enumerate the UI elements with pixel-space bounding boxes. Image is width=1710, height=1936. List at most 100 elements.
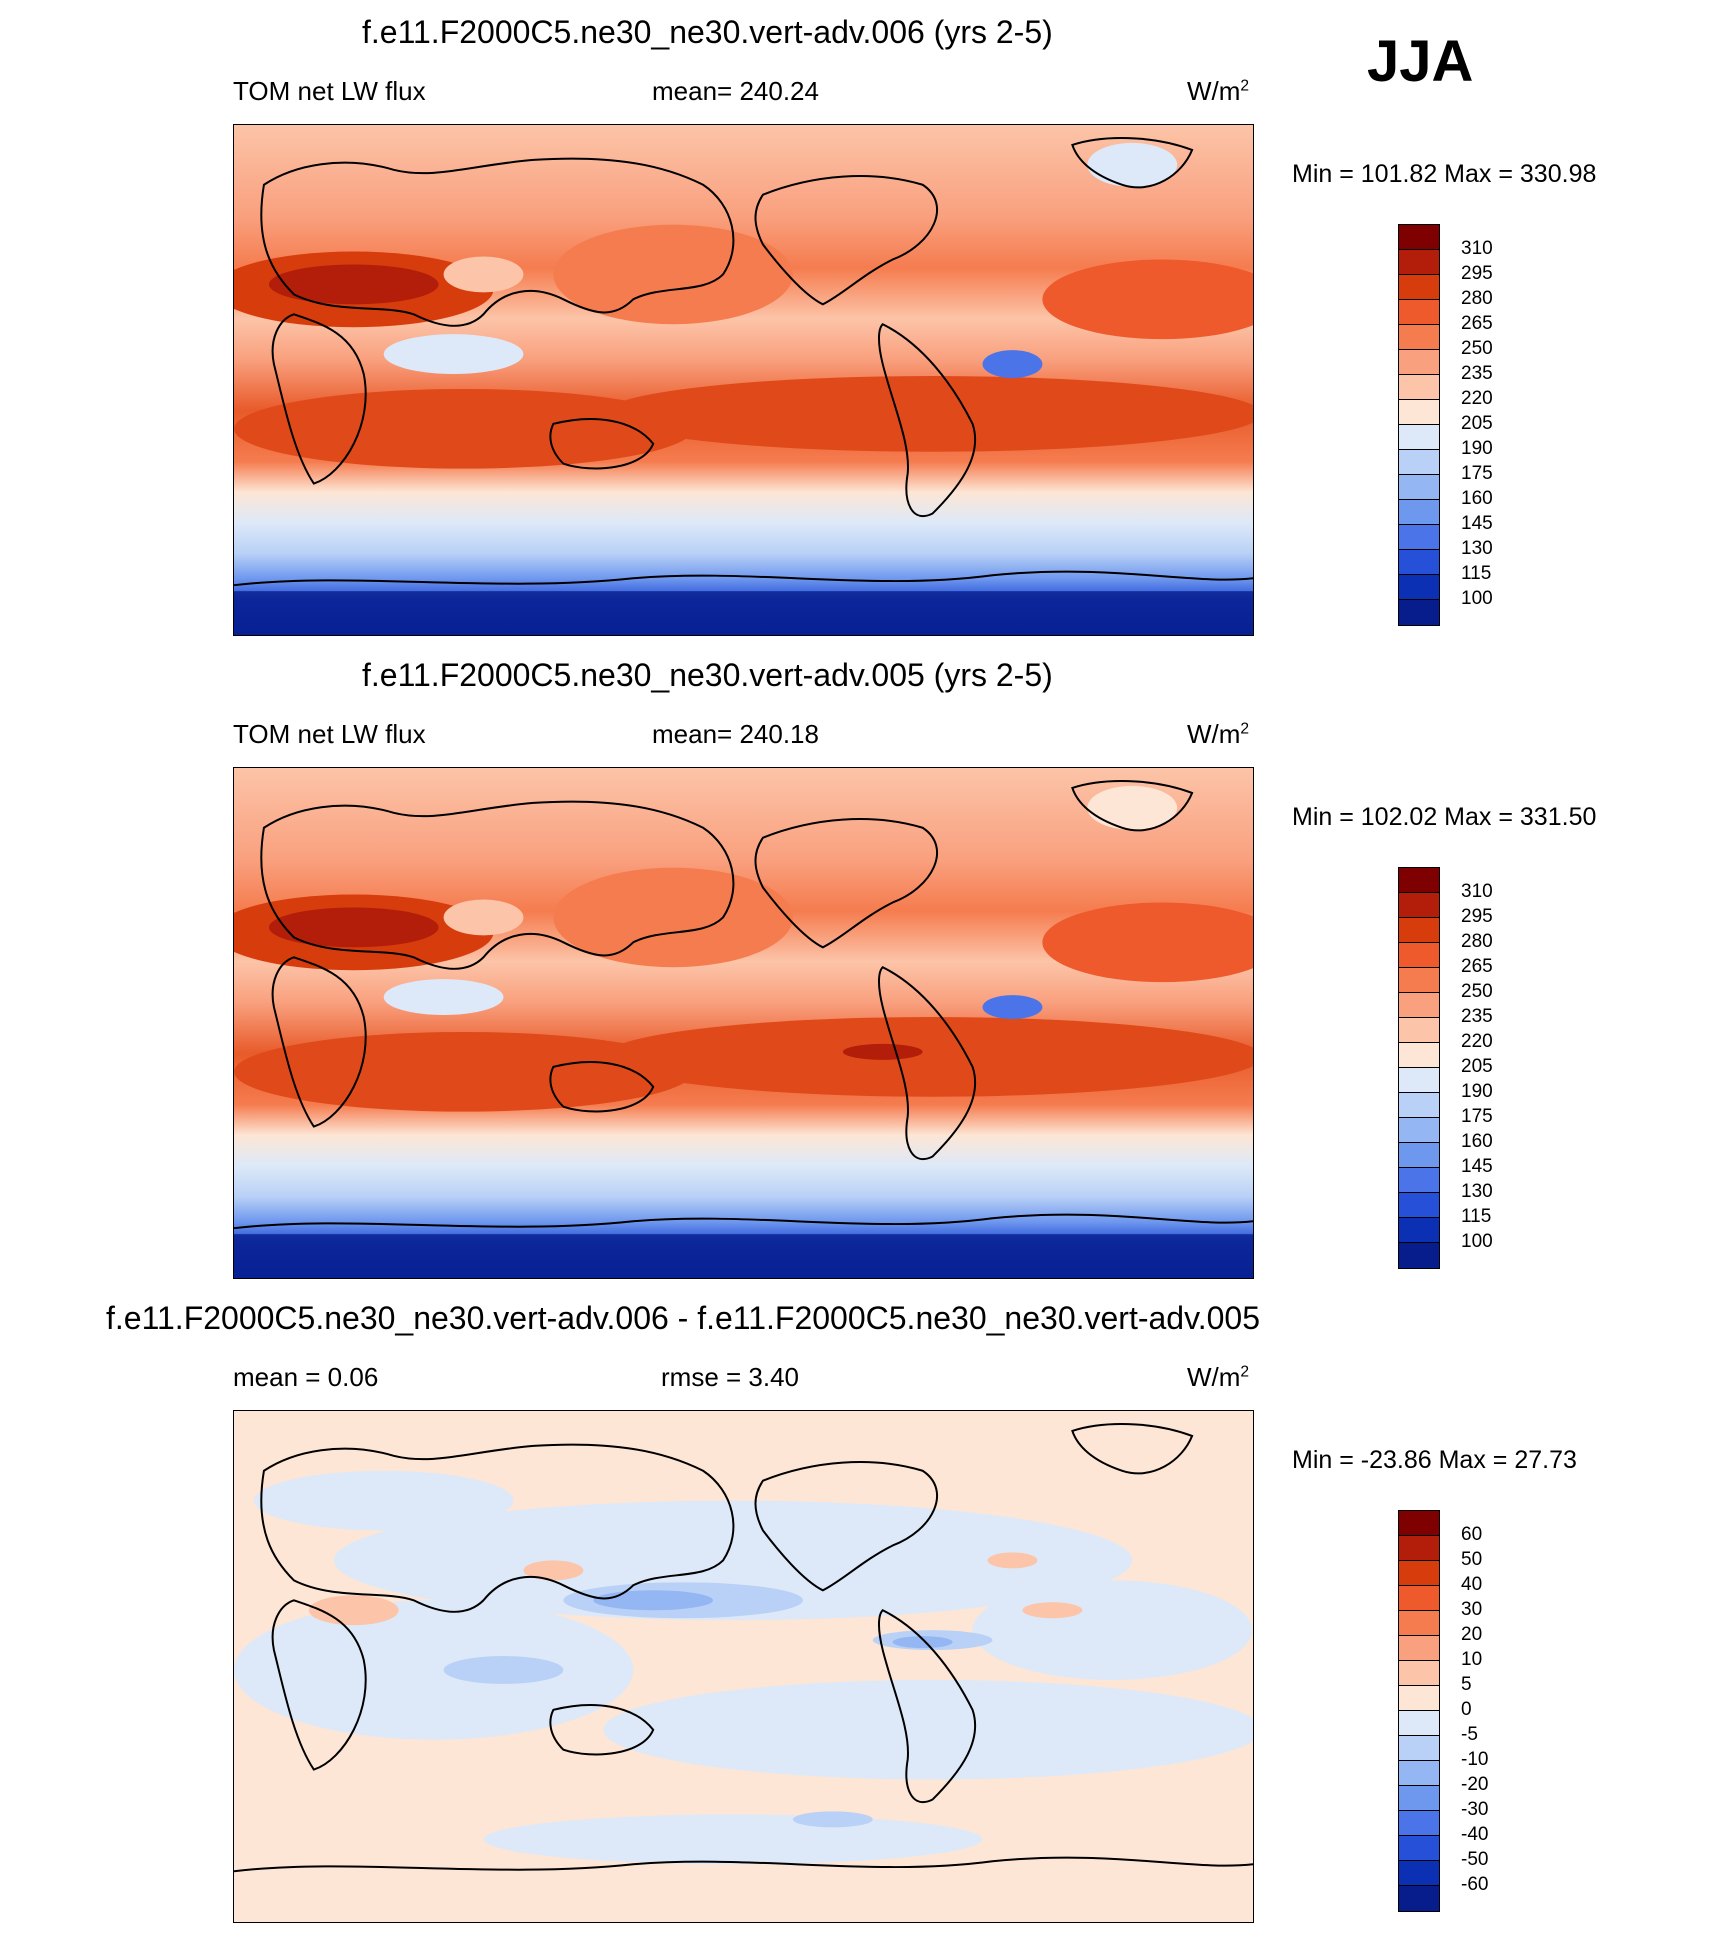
panel2-mean-label: mean= 240.18 bbox=[652, 719, 819, 749]
colorbar-swatch bbox=[1399, 1068, 1439, 1093]
colorbar-swatch bbox=[1399, 575, 1439, 600]
panel1-minmax: Min = 101.82 Max = 330.98 bbox=[1292, 160, 1597, 188]
colorbar-swatch bbox=[1399, 1886, 1439, 1911]
colorbar-swatch bbox=[1399, 450, 1439, 475]
panel1-units: W/m2 bbox=[1187, 76, 1250, 106]
colorbar-tick-label: 10 bbox=[1461, 1649, 1483, 1670]
colorbar-swatch bbox=[1399, 893, 1439, 918]
colorbar-swatch bbox=[1399, 250, 1439, 275]
colorbar-swatch bbox=[1399, 1611, 1439, 1636]
colorbar-tick-label: 160 bbox=[1461, 488, 1493, 509]
panel2-minmax: Min = 102.02 Max = 331.50 bbox=[1292, 803, 1597, 831]
colorbar-tick-label: 5 bbox=[1461, 1674, 1472, 1695]
colorbar-tick-label: -50 bbox=[1461, 1849, 1489, 1870]
colorbar-tick-label: 250 bbox=[1461, 981, 1493, 1002]
colorbar-tick-label: 175 bbox=[1461, 463, 1493, 484]
colorbar-swatch bbox=[1399, 1093, 1439, 1118]
colorbar-swatch bbox=[1399, 1143, 1439, 1168]
colorbar-tick-label: 40 bbox=[1461, 1574, 1483, 1595]
colorbar-tick-label: -20 bbox=[1461, 1774, 1489, 1795]
colorbar-swatch bbox=[1399, 1536, 1439, 1561]
colorbar-swatch bbox=[1399, 1218, 1439, 1243]
colorbar-tick-label: -40 bbox=[1461, 1824, 1489, 1845]
panel2-title: f.e11.F2000C5.ne30_ne30.vert-adv.005 (yr… bbox=[362, 657, 1053, 693]
colorbar-swatch bbox=[1399, 1561, 1439, 1586]
colorbar-tick-label: -5 bbox=[1461, 1724, 1478, 1745]
colorbar-swatch bbox=[1399, 868, 1439, 893]
colorbar-swatch bbox=[1399, 425, 1439, 450]
panel3-minmax: Min = -23.86 Max = 27.73 bbox=[1292, 1446, 1577, 1474]
colorbar-tick-label: 20 bbox=[1461, 1624, 1483, 1645]
colorbar-swatch bbox=[1399, 275, 1439, 300]
colorbar-tick-label: 205 bbox=[1461, 413, 1493, 434]
colorbar-tick-label: 160 bbox=[1461, 1131, 1493, 1152]
panel3-map bbox=[233, 1410, 1254, 1923]
colorbar-tick-label: 205 bbox=[1461, 1056, 1493, 1077]
panel1-title: f.e11.F2000C5.ne30_ne30.vert-adv.006 (yr… bbox=[362, 14, 1053, 50]
colorbar-tick-label: 190 bbox=[1461, 1081, 1493, 1102]
colorbar-swatch bbox=[1399, 475, 1439, 500]
colorbar-swatch bbox=[1399, 1711, 1439, 1736]
colorbar-swatch bbox=[1399, 1193, 1439, 1218]
colorbar-swatch bbox=[1399, 1861, 1439, 1886]
colorbar-swatch bbox=[1399, 325, 1439, 350]
colorbar-swatch bbox=[1399, 350, 1439, 375]
colorbar-swatch bbox=[1399, 1736, 1439, 1761]
colorbar-tick-label: -60 bbox=[1461, 1874, 1489, 1895]
colorbar-tick-label: 145 bbox=[1461, 513, 1493, 534]
season-label: JJA bbox=[1367, 29, 1474, 94]
colorbar-swatch bbox=[1399, 225, 1439, 250]
colorbar-tick-label: 310 bbox=[1461, 238, 1493, 259]
colorbar-swatch bbox=[1399, 1118, 1439, 1143]
colorbar-swatch bbox=[1399, 525, 1439, 550]
panel3-colorbar bbox=[1398, 1510, 1440, 1912]
colorbar-tick-label: 30 bbox=[1461, 1599, 1483, 1620]
colorbar-tick-label: 130 bbox=[1461, 1181, 1493, 1202]
colorbar-swatch bbox=[1399, 1168, 1439, 1193]
colorbar-swatch bbox=[1399, 1761, 1439, 1786]
colorbar-swatch bbox=[1399, 1018, 1439, 1043]
colorbar-swatch bbox=[1399, 500, 1439, 525]
colorbar-swatch bbox=[1399, 943, 1439, 968]
colorbar-tick-label: 295 bbox=[1461, 263, 1493, 284]
colorbar-tick-label: 145 bbox=[1461, 1156, 1493, 1177]
colorbar-tick-label: -30 bbox=[1461, 1799, 1489, 1820]
colorbar-swatch bbox=[1399, 1686, 1439, 1711]
colorbar-swatch bbox=[1399, 400, 1439, 425]
colorbar-swatch bbox=[1399, 1511, 1439, 1536]
panel1-map bbox=[233, 124, 1254, 636]
colorbar-tick-label: 100 bbox=[1461, 1231, 1493, 1252]
colorbar-swatch bbox=[1399, 918, 1439, 943]
panel2-units: W/m2 bbox=[1187, 719, 1250, 749]
colorbar-tick-label: 220 bbox=[1461, 388, 1493, 409]
colorbar-swatch bbox=[1399, 375, 1439, 400]
panel1-mean-label: mean= 240.24 bbox=[652, 76, 819, 106]
colorbar-swatch bbox=[1399, 300, 1439, 325]
colorbar-swatch bbox=[1399, 968, 1439, 993]
panel2-map bbox=[233, 767, 1254, 1279]
colorbar-swatch bbox=[1399, 1836, 1439, 1861]
colorbar-tick-label: 130 bbox=[1461, 538, 1493, 559]
colorbar-tick-label: 280 bbox=[1461, 288, 1493, 309]
colorbar-tick-label: 60 bbox=[1461, 1524, 1483, 1545]
colorbar-tick-label: 265 bbox=[1461, 956, 1493, 977]
colorbar-tick-label: 310 bbox=[1461, 881, 1493, 902]
panel1-variable-label: TOM net LW flux bbox=[233, 76, 426, 106]
colorbar-tick-label: 115 bbox=[1461, 563, 1492, 584]
colorbar-swatch bbox=[1399, 1811, 1439, 1836]
colorbar-tick-label: 250 bbox=[1461, 338, 1493, 359]
colorbar-tick-label: 220 bbox=[1461, 1031, 1493, 1052]
panel3-units: W/m2 bbox=[1187, 1362, 1250, 1392]
colorbar-tick-label: 115 bbox=[1461, 1206, 1492, 1227]
panel3-rmse-label: rmse = 3.40 bbox=[661, 1362, 800, 1392]
colorbar-tick-label: 50 bbox=[1461, 1549, 1483, 1570]
colorbar-tick-label: 280 bbox=[1461, 931, 1493, 952]
colorbar-tick-label: 0 bbox=[1461, 1699, 1472, 1720]
colorbar-swatch bbox=[1399, 1636, 1439, 1661]
panel2-colorbar bbox=[1398, 867, 1440, 1269]
panel3-title: f.e11.F2000C5.ne30_ne30.vert-adv.006 - f… bbox=[106, 1300, 1260, 1336]
colorbar-tick-label: -10 bbox=[1461, 1749, 1489, 1770]
colorbar-tick-label: 265 bbox=[1461, 313, 1493, 334]
colorbar-swatch bbox=[1399, 1586, 1439, 1611]
colorbar-tick-label: 235 bbox=[1461, 363, 1493, 384]
